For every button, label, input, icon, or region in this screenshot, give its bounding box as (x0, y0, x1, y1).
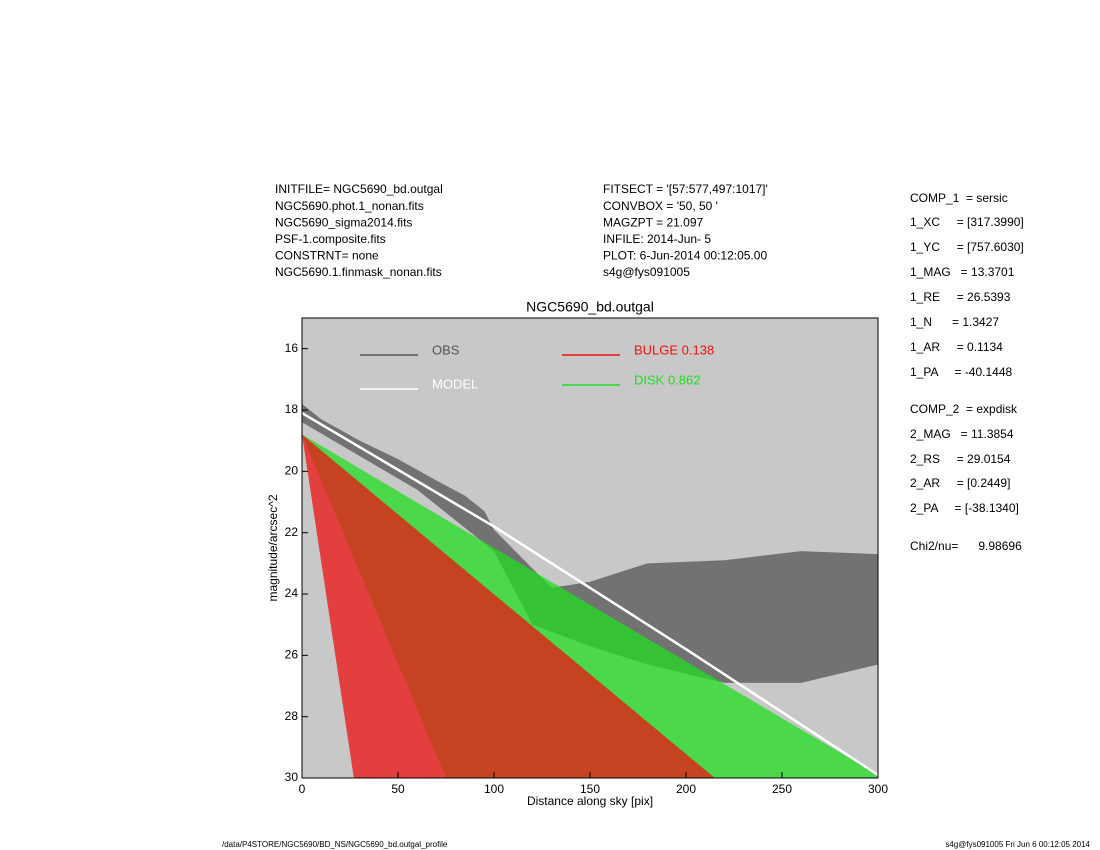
y-tick-label: 20 (285, 464, 299, 478)
y-tick-label: 28 (285, 709, 299, 723)
x-tick-label: 150 (580, 782, 600, 796)
footer-right: s4g@fys091005 Fri Jun 6 00:12:05 2014 (945, 840, 1090, 849)
y-axis-label: magnitude/arcsec^2 (266, 494, 280, 601)
header-middle-line: CONVBOX = '50, 50 ' (603, 199, 718, 213)
parameter-line: COMP_1 = sersic (910, 191, 1008, 205)
parameter-line: 1_XC = [317.3990] (910, 215, 1024, 229)
y-tick-label: 16 (285, 341, 299, 355)
parameter-line: 1_AR = 0.1134 (910, 340, 1003, 354)
header-middle-line: INFILE: 2014-Jun- 5 (603, 232, 711, 246)
parameter-line: Chi2/nu= 9.98696 (910, 539, 1022, 553)
model-line (302, 411, 878, 776)
header-left-line: INITFILE= NGC5690_bd.outgal (275, 182, 443, 196)
x-tick-label: 200 (676, 782, 696, 796)
parameter-line: 1_RE = 26.5393 (910, 290, 1011, 304)
y-tick-label: 26 (285, 648, 299, 662)
parameter-line: 1_YC = [757.6030] (910, 240, 1024, 254)
parameter-line: 2_AR = [0.2449] (910, 476, 1010, 490)
data-region (302, 403, 878, 683)
parameter-line: 1_PA = -40.1448 (910, 365, 1013, 379)
footer-left: /data/P4STORE/NGC5690/BD_NS/NGC5690_bd.o… (222, 840, 448, 849)
header-middle-line: FITSECT = '[57:577,497:1017]' (603, 182, 768, 196)
x-tick-label: 0 (299, 782, 306, 796)
parameter-line: 1_N = 1.3427 (910, 315, 999, 329)
parameter-line: 1_MAG = 13.3701 (910, 265, 1015, 279)
y-tick-label: 22 (285, 525, 299, 539)
x-axis-label: Distance along sky [pix] (527, 794, 653, 808)
parameter-line: 2_MAG = 11.3854 (910, 427, 1014, 441)
x-tick-label: 100 (484, 782, 504, 796)
chart-title: NGC5690_bd.outgal (526, 299, 654, 315)
y-tick-label: 18 (285, 402, 299, 416)
header-left-line: NGC5690_sigma2014.fits (275, 215, 412, 229)
legend-label: MODEL (432, 376, 478, 391)
parameter-line: 2_PA = [-38.1340] (910, 501, 1019, 515)
data-region (302, 434, 715, 778)
x-tick-label: 300 (868, 782, 888, 796)
legend-label: OBS (432, 342, 460, 357)
header-left-line: NGC5690.phot.1_nonan.fits (275, 199, 424, 213)
y-tick-label: 30 (285, 770, 299, 784)
header-left-line: NGC5690.1.finmask_nonan.fits (275, 265, 442, 279)
plot-area (302, 403, 878, 778)
header-middle-line: PLOT: 6-Jun-2014 00:12:05.00 (603, 249, 767, 263)
x-tick-label: 250 (772, 782, 792, 796)
legend-label: DISK 0.862 (634, 372, 701, 387)
header-left-line: PSF-1.composite.fits (275, 232, 386, 246)
header-middle-line: MAGZPT = 21.097 (603, 215, 703, 229)
x-tick-label: 50 (391, 782, 405, 796)
header-middle-line: s4g@fys091005 (603, 265, 690, 279)
parameter-line: COMP_2 = expdisk (910, 402, 1018, 416)
y-tick-label: 24 (285, 586, 299, 600)
header-left-line: CONSTRNT= none (275, 249, 379, 263)
legend-label: BULGE 0.138 (634, 342, 714, 357)
parameter-line: 2_RS = 29.0154 (910, 452, 1011, 466)
